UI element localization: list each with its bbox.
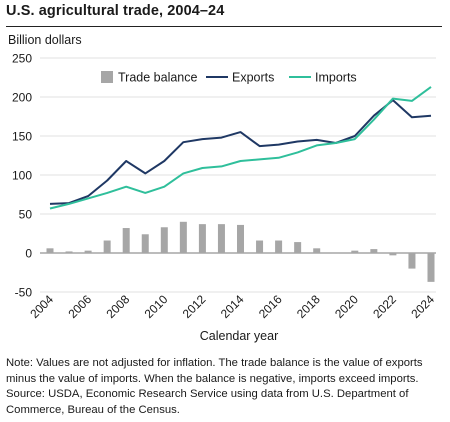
trade-balance-bar (408, 253, 416, 269)
x-tick-label: 2010 (142, 292, 171, 321)
title-divider (6, 26, 442, 27)
trade-balance-bar (103, 240, 111, 253)
source-text: Source: USDA, Economic Research Service … (6, 388, 409, 416)
x-tick-label: 2014 (218, 292, 247, 321)
x-tick-label: 2016 (256, 292, 285, 321)
trade-balance-bar (389, 253, 397, 256)
x-axis-title: Calendar year (200, 329, 279, 343)
trade-balance-bar (294, 242, 302, 253)
y-tick-label: 100 (12, 169, 32, 183)
x-tick-label: 2020 (332, 292, 361, 321)
trade-balance-bar (217, 224, 225, 253)
series-lines (49, 86, 432, 210)
trade-balance-bar (256, 240, 264, 253)
trade-balance-bar (237, 224, 244, 253)
chart-title: U.S. agricultural trade, 2004–24 (6, 3, 225, 19)
legend-swatch-trade-balance (101, 71, 113, 83)
x-tick-label: 2008 (104, 292, 133, 321)
imports-line (49, 86, 432, 210)
trade-balance-bar (141, 234, 149, 253)
trade-balance-bar (427, 253, 435, 282)
legend-label-imports: Imports (315, 71, 357, 85)
legend-label-exports: Exports (232, 71, 274, 85)
trade-balance-bar (160, 227, 168, 253)
x-tick-label: 2018 (294, 292, 323, 321)
y-tick-label: 150 (12, 130, 32, 144)
y-tick-label: -50 (15, 286, 33, 300)
y-tick-label: 250 (12, 52, 32, 66)
trade-balance-bar (179, 221, 187, 253)
y-axis-unit-label: Billion dollars (8, 33, 82, 47)
trade-balance-bar (198, 224, 206, 253)
y-tick-label: 50 (19, 208, 33, 222)
trade-balance-bar (65, 251, 73, 253)
x-tick-label: 2024 (408, 292, 437, 321)
gridlines (40, 57, 436, 293)
chart-notes: Note: Values are not adjusted for inflat… (6, 356, 446, 418)
y-tick-label: 200 (12, 91, 32, 105)
legend-label-trade-balance: Trade balance (118, 71, 197, 85)
x-tick-label: 2022 (370, 292, 399, 321)
trade-balance-bar (370, 249, 378, 253)
trade-balance-bar (313, 248, 321, 253)
trade-balance-bar (84, 250, 92, 253)
note-text: Note: Values are not adjusted for inflat… (6, 357, 423, 385)
trade-balance-bar (351, 250, 359, 253)
exports-line (49, 99, 432, 205)
trade-balance-bar (275, 240, 283, 253)
trade-balance-bars (46, 221, 435, 282)
trade-balance-bar (122, 228, 130, 253)
x-tick-label: 2012 (180, 292, 209, 321)
trade-balance-bar (46, 248, 54, 253)
y-tick-label: 0 (25, 247, 32, 261)
x-tick-label: 2006 (65, 292, 94, 321)
legend: Trade balance Exports Imports (101, 71, 357, 85)
